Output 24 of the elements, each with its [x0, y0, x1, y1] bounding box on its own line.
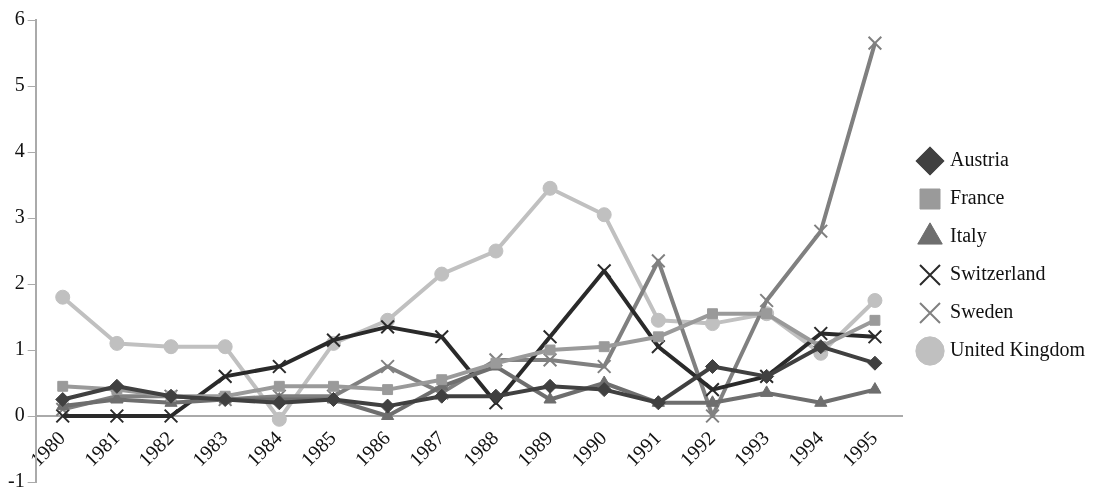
x-tick-label: 1981 — [79, 426, 124, 471]
y-tick-label: 0 — [14, 403, 25, 426]
x-tick-label: 1980 — [25, 426, 70, 471]
y-tick-label: 1 — [14, 337, 25, 360]
legend-label: Sweden — [950, 300, 1014, 323]
x-tick-label: 1991 — [621, 426, 665, 471]
legend-label: Switzerland — [950, 262, 1046, 285]
legend-label: Austria — [950, 148, 1010, 171]
x-tick-label: 1993 — [729, 426, 774, 471]
y-tick-label: 6 — [14, 7, 25, 30]
legend-label: United Kingdom — [950, 338, 1086, 362]
x-tick-label: 1983 — [187, 426, 232, 471]
legend-label: Italy — [950, 224, 987, 248]
y-tick-label: 5 — [14, 73, 25, 96]
y-tick-label: 4 — [14, 139, 25, 162]
legend-label: France — [950, 186, 1005, 209]
y-tick-label: 3 — [14, 205, 25, 228]
x-tick-label: 1992 — [675, 426, 720, 471]
y-tick-label: -1 — [7, 469, 25, 492]
x-tick-label: 1988 — [458, 426, 503, 471]
y-tick-label: 2 — [14, 271, 25, 294]
x-tick-label: 1990 — [566, 426, 611, 471]
x-tick-label: 1989 — [512, 426, 557, 471]
x-tick-label: 1982 — [133, 426, 178, 471]
